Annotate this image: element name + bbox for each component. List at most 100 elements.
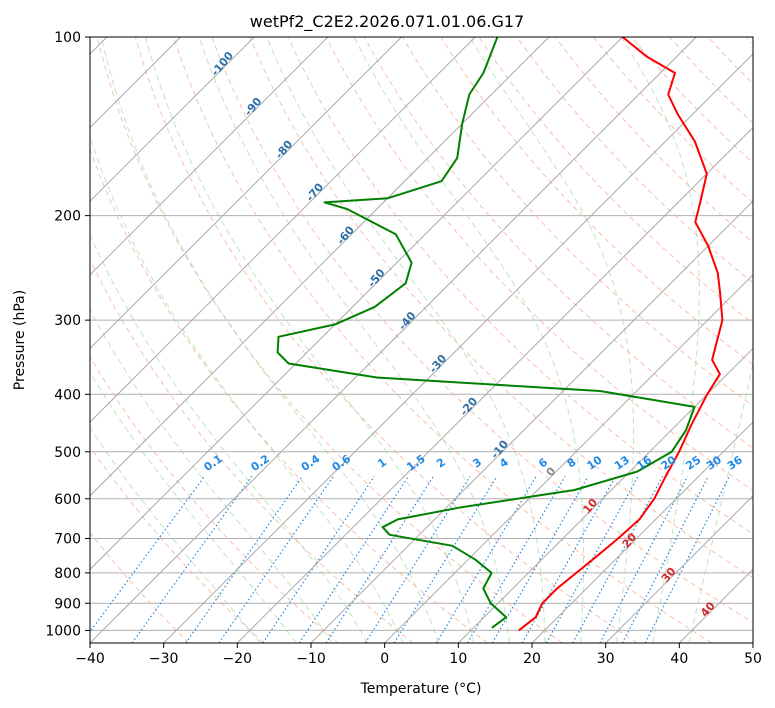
dry-adiabat-line <box>592 37 753 204</box>
y-tick-label: 300 <box>54 313 81 329</box>
y-tick-label: 500 <box>54 445 81 461</box>
isotherm-label: -20 <box>457 395 480 419</box>
y-tick-label: 700 <box>54 532 81 548</box>
mixing-ratio-line <box>491 476 589 643</box>
profile-line-2 <box>276 37 696 629</box>
isotherm-line <box>310 200 753 643</box>
isotherm-line <box>236 126 753 643</box>
x-tick-label: 40 <box>670 651 688 667</box>
moist-adiabat-line <box>100 37 439 643</box>
mixing-ratio-label: 8 <box>565 456 579 471</box>
mixing-ratio-label: 2 <box>434 456 448 471</box>
isotherm-label: -60 <box>334 223 357 247</box>
moist-adiabats <box>90 37 753 643</box>
x-tick-label: 20 <box>523 651 541 667</box>
mixing-ratio-label: 36 <box>725 453 745 473</box>
moist-adiabat-line <box>620 37 700 643</box>
mixing-ratio-label: 0.2 <box>249 452 272 474</box>
y-tick-label: 200 <box>54 209 81 225</box>
isotherm-line <box>90 37 402 350</box>
isotherm-line <box>678 568 753 643</box>
mixing-ratio-label: 0.1 <box>202 452 225 474</box>
isotherm-label: -100 <box>208 49 236 79</box>
mixing-ratio-label: 16 <box>634 453 654 473</box>
dry-adiabat-line <box>554 37 753 244</box>
isotherm-line <box>752 642 753 643</box>
isotherm-line <box>90 37 255 202</box>
mixing-ratio-label: 1 <box>375 456 389 471</box>
mixing-ratio-label: 25 <box>683 453 703 472</box>
moist-adiabat-line <box>90 135 404 643</box>
isotherm-line <box>90 37 697 643</box>
mixing-ratio-lines <box>90 475 730 643</box>
moist-adiabat-line <box>688 361 753 643</box>
isotherm-label: -30 <box>427 352 450 376</box>
x-tick-label: 10 <box>449 651 467 667</box>
x-tick-label: −20 <box>223 651 253 667</box>
mixing-ratio-line <box>298 476 409 643</box>
moist-adiabat-line <box>90 233 369 643</box>
y-tick-label: 800 <box>54 566 81 582</box>
mixing-ratio-label: 0.6 <box>330 452 354 474</box>
dry-adiabat-line <box>90 355 339 643</box>
mixing-ratio-line <box>262 476 375 643</box>
isotherm-label: -10 <box>488 437 511 461</box>
dry-adiabat-line <box>287 37 753 535</box>
isotherm-label: 40 <box>698 599 718 619</box>
dry-adiabats <box>90 37 753 643</box>
y-axis-ticks: 100 200 300 400 500 600 700 800 900 1000 <box>45 30 90 639</box>
mixing-ratio-line <box>131 476 253 643</box>
isotherm-line <box>90 37 623 571</box>
dry-adiabat-line <box>516 37 753 284</box>
moist-adiabat-line <box>90 427 261 643</box>
chart-title: wetPf2_C2E2.2026.071.01.06.G17 <box>250 12 524 32</box>
moist-adiabat-line <box>90 371 297 643</box>
y-tick-label: 600 <box>54 492 81 508</box>
mixing-ratio-line <box>364 476 471 643</box>
mixing-ratio-line <box>599 476 689 643</box>
dry-adiabat-line <box>325 37 753 492</box>
x-axis-label: Temperature (°C) <box>360 681 482 697</box>
mixing-ratio-label: 1.5 <box>404 452 427 474</box>
dry-adiabat-line <box>90 445 264 643</box>
y-tick-label: 900 <box>54 596 81 612</box>
background-line-labels: 0.1 0.2 0.4 0.6 1 1.5 2 3 4 6 8 10 13 16 20 25 30 36-100-… <box>202 49 746 620</box>
profile-line-1 <box>518 37 724 632</box>
x-tick-label: 0 <box>380 651 389 667</box>
mixing-ratio-line <box>621 476 709 643</box>
plot-frame <box>89 36 754 644</box>
moist-adiabat-line <box>469 37 634 643</box>
mixing-ratio-line <box>218 476 334 643</box>
mixing-ratio-line <box>90 475 206 633</box>
mixing-ratio-label: 3 <box>470 456 484 471</box>
dry-adiabat-line <box>211 37 753 624</box>
isotherm-line <box>90 37 476 423</box>
isotherm-label: -50 <box>365 266 388 290</box>
isobar-gridlines <box>90 36 753 631</box>
mixing-ratio-line <box>644 476 730 643</box>
moist-adiabat-line <box>144 37 475 643</box>
y-tick-label: 100 <box>54 30 81 46</box>
dry-adiabat-line <box>745 37 753 45</box>
x-tick-label: 30 <box>597 651 615 667</box>
x-tick-label: −30 <box>149 651 179 667</box>
moist-adiabat-line <box>198 37 510 643</box>
isotherm-line <box>605 495 753 643</box>
y-tick-label: 1000 <box>45 623 81 639</box>
isotherm-line <box>531 421 753 643</box>
mixing-ratio-label: 0.4 <box>299 452 323 474</box>
isotherm-line <box>457 347 753 643</box>
dry-adiabat-line <box>249 37 753 579</box>
mixing-ratio-line <box>185 476 303 643</box>
mixing-ratio-line <box>435 476 537 643</box>
x-tick-label: −40 <box>75 651 105 667</box>
moist-adiabat-line <box>266 37 546 643</box>
x-tick-label: −10 <box>296 651 326 667</box>
mixing-ratio-label: 13 <box>612 453 632 472</box>
y-tick-label: 400 <box>54 387 81 403</box>
mixing-ratio-label: 30 <box>704 453 724 473</box>
moist-adiabat-line <box>90 308 333 643</box>
isotherm-label: -70 <box>303 180 326 204</box>
isotherm-label: -40 <box>396 309 419 333</box>
